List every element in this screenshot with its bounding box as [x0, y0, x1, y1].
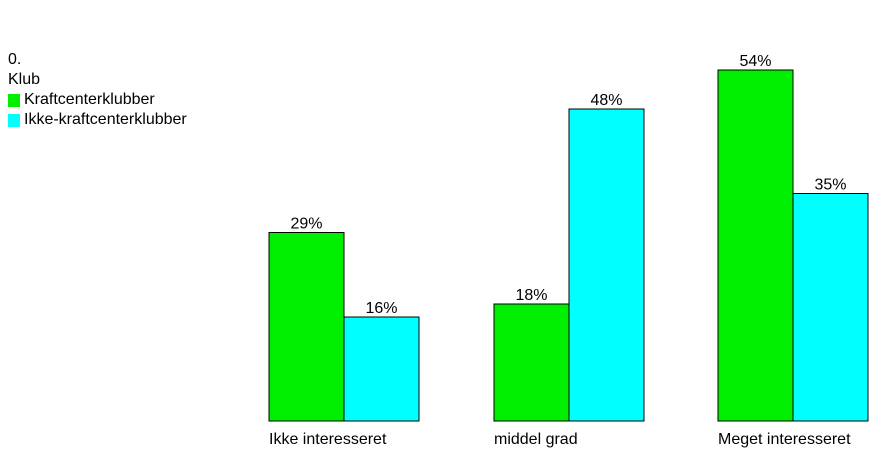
data-label: 54%: [739, 53, 771, 70]
bar-ikke-kraftcenterklubber-1: [568, 108, 645, 422]
legend-label: Ikke-kraftcenterklubber: [24, 111, 187, 128]
category-label: Meget interesseret: [718, 431, 851, 448]
data-label: 48%: [590, 92, 622, 109]
legend-title-line2: Klub: [8, 71, 41, 88]
legend-swatch-green: [8, 93, 20, 107]
bar-kraftcenterklubber-0: [268, 232, 345, 422]
legend-entry-ikke-kraftcenterklubber: Ikke-kraftcenterklubber: [8, 110, 187, 130]
data-label: 16%: [365, 300, 397, 317]
legend-label: Kraftcenterklubber: [24, 91, 155, 108]
legend: 0. Klub Kraftcenterklubber Ikke-kraftcen…: [8, 50, 187, 130]
legend-title-line1: 0.: [8, 51, 22, 68]
bar-ikke-kraftcenterklubber-2: [792, 193, 869, 422]
category-label: Ikke interesseret: [269, 431, 387, 448]
data-label: 18%: [515, 287, 547, 304]
legend-swatch-cyan: [8, 113, 20, 127]
category-label: middel grad: [494, 431, 578, 448]
bar-kraftcenterklubber-1: [493, 303, 570, 422]
bar-kraftcenterklubber-2: [717, 69, 794, 422]
data-label: 35%: [814, 177, 846, 194]
legend-entry-kraftcenterklubber: Kraftcenterklubber: [8, 90, 187, 110]
bar-ikke-kraftcenterklubber-0: [343, 316, 420, 422]
data-label: 29%: [290, 216, 322, 233]
